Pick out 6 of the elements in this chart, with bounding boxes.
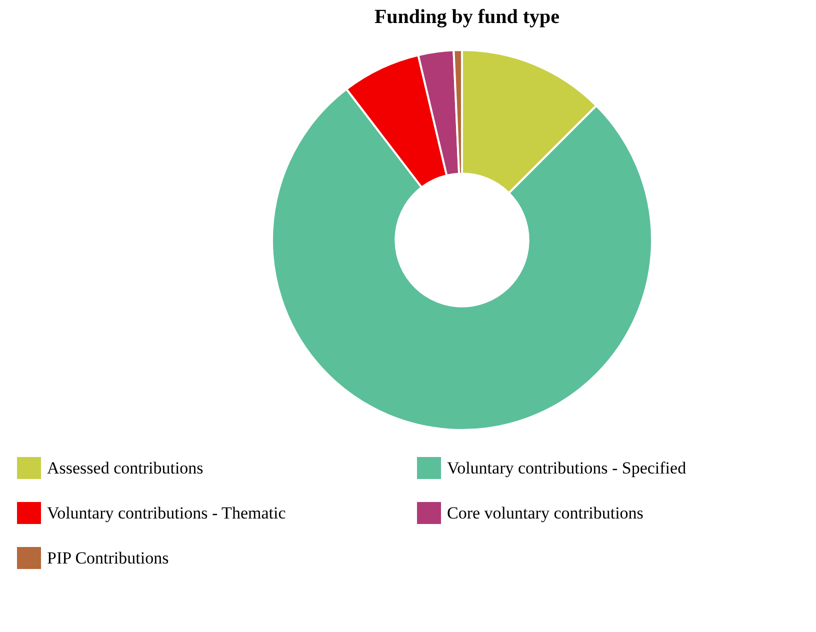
legend-label: Voluntary contributions - Thematic — [47, 504, 286, 522]
chart-title: Funding by fund type — [374, 6, 560, 28]
legend-label: Voluntary contributions - Specified — [447, 458, 687, 478]
legend-label: Assessed contributions — [47, 458, 204, 478]
legend-label: PIP Contributions — [47, 548, 169, 568]
legend-label: Core voluntary contributions — [447, 504, 644, 522]
